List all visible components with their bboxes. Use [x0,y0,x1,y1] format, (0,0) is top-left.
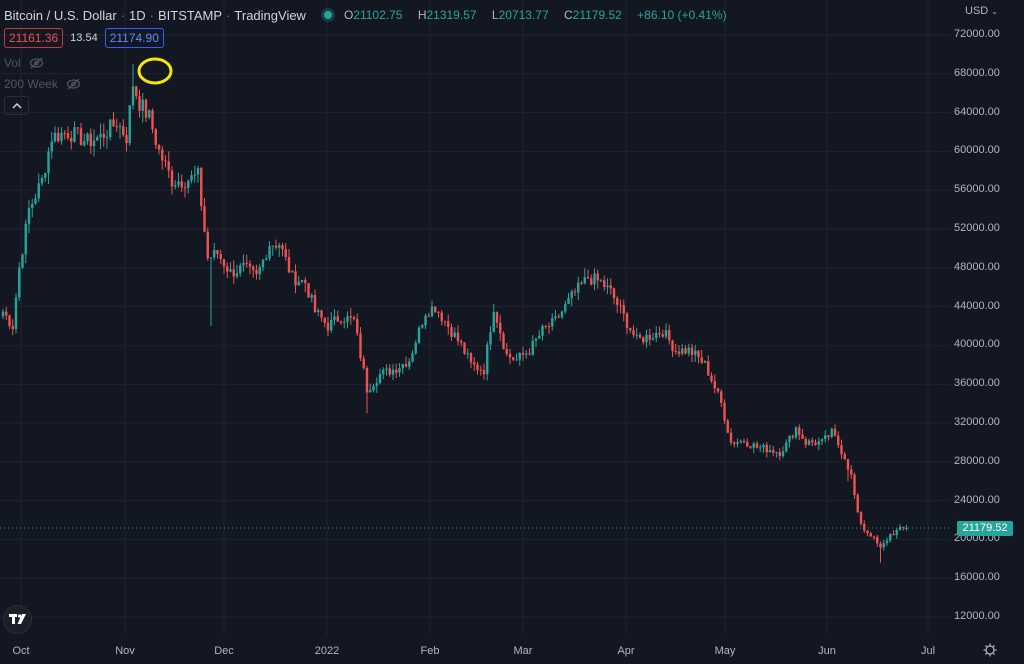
time-tick-label: Jul [920,645,936,657]
trade-panel: 21161.36 13.54 21174.90 [4,28,164,48]
price-tick-label: 52000.00 [954,222,1000,234]
time-tick-label: Oct [12,645,30,657]
collapse-indicators-button[interactable] [4,96,29,115]
time-tick-label: Apr [617,645,635,657]
grid-lines [0,0,950,636]
chevron-down-icon: ⌄ [991,7,998,16]
last-price-label: 21179.52 [957,521,1013,536]
indicator-vol[interactable]: Vol [4,56,44,70]
price-tick-label: 48000.00 [954,260,1000,273]
eye-off-icon[interactable] [66,78,81,90]
time-tick-label: Dec [214,645,234,657]
ohlc-values: O21102.75 H21319.57 L20713.77 C21179.52 … [343,8,727,22]
time-tick-label: Feb [420,645,440,657]
price-tick-label: 28000.00 [954,454,1000,467]
sell-button[interactable]: 21161.36 [4,28,64,48]
ath-highlight-circle [137,57,173,85]
settings-gear-icon[interactable] [983,643,997,657]
tradingview-logo-icon [8,614,26,624]
exchange: BITSTAMP [158,7,223,23]
time-tick-label: Jun [818,645,836,657]
buy-button[interactable]: 21174.90 [104,28,164,48]
price-change: +86.10 (+0.41%) [637,8,727,22]
tradingview-logo[interactable] [3,605,32,634]
price-tick-label: 36000.00 [954,377,1000,390]
price-tick-label: 64000.00 [954,105,1000,118]
price-tick-label: 72000.00 [954,28,1000,40]
eye-off-icon[interactable] [29,57,44,69]
time-tick-label: May [714,645,736,657]
symbol-name[interactable]: Bitcoin / U.S. Dollar [4,7,117,23]
price-tick-label: 32000.00 [954,416,1000,428]
price-tick-label: 40000.00 [954,338,1000,351]
price-tick-label: 12000.00 [954,610,1000,622]
indicator-200-week[interactable]: 200 Week [4,77,81,91]
market-status-icon [323,11,332,19]
time-tick-label: 2022 [314,645,340,657]
chevron-up-icon [11,102,22,109]
currency-selector[interactable]: USD ⌄ [965,5,998,17]
interval[interactable]: 1D [129,7,146,23]
price-tick-label: 16000.00 [954,571,1000,584]
spread-value: 13.54 [70,32,98,44]
time-tick-label: Mar [513,645,533,657]
time-tick-label: Nov [115,645,135,657]
price-tick-label: 24000.00 [954,493,1000,506]
chart-header: Bitcoin / U.S. Dollar · 1D · BITSTAMP · … [4,6,733,24]
price-tick-label: 60000.00 [954,144,1000,157]
candles [1,64,908,563]
price-tick-label: 68000.00 [954,66,1000,79]
price-tick-label: 56000.00 [954,183,1000,196]
source: TradingView [234,7,306,23]
price-tick-label: 44000.00 [954,299,1000,312]
